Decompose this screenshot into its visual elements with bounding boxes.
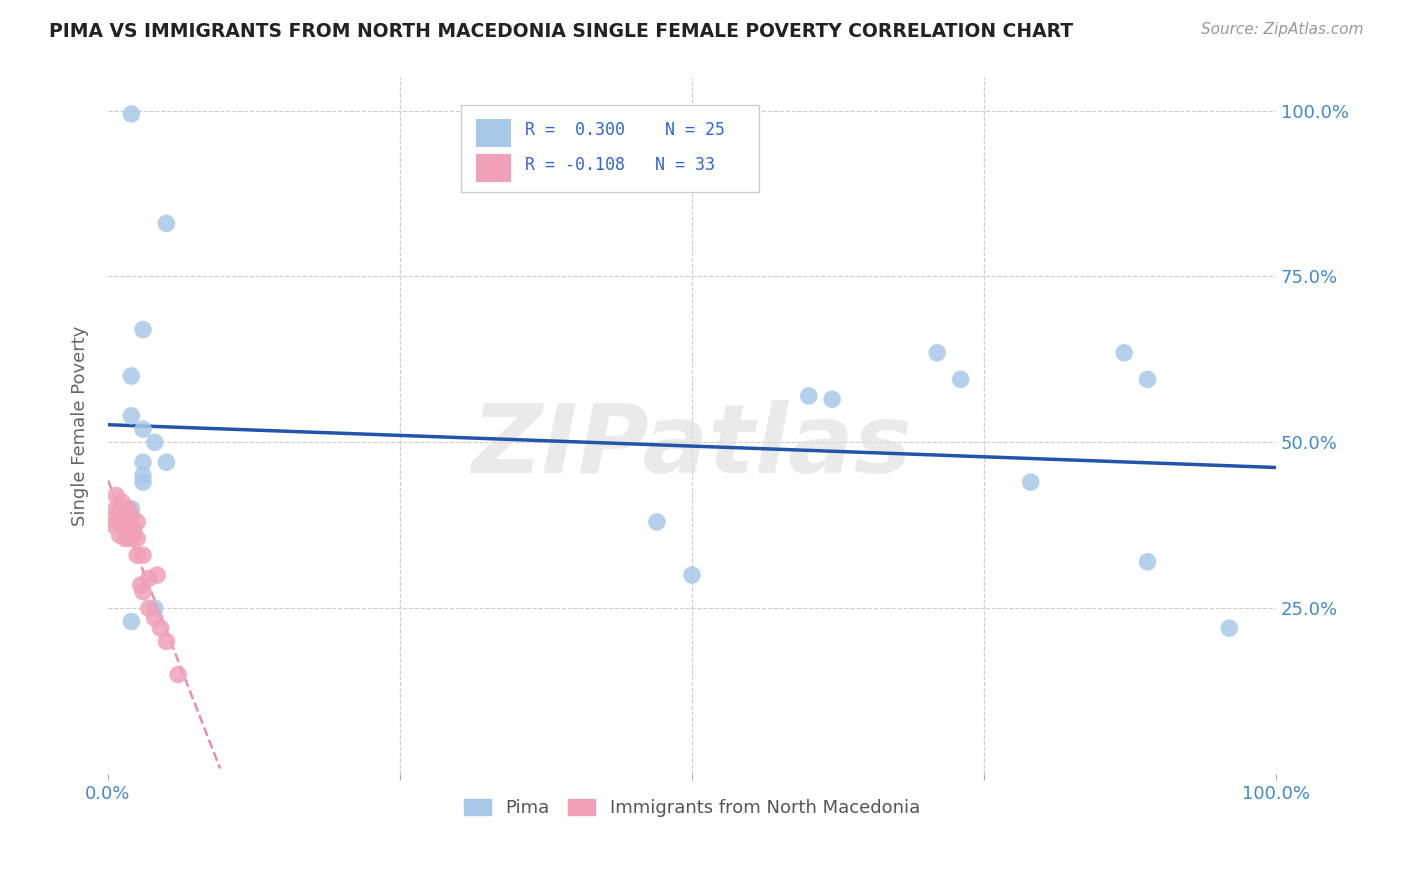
Point xyxy=(105,488,128,502)
Point xyxy=(103,511,125,525)
Point xyxy=(129,578,152,592)
Point xyxy=(132,475,155,490)
Point xyxy=(108,505,131,519)
Point xyxy=(797,389,820,403)
Point xyxy=(155,455,177,469)
Point xyxy=(149,621,172,635)
Point xyxy=(927,346,949,360)
Text: PIMA VS IMMIGRANTS FROM NORTH MACEDONIA SINGLE FEMALE POVERTY CORRELATION CHART: PIMA VS IMMIGRANTS FROM NORTH MACEDONIA … xyxy=(49,22,1073,41)
Point xyxy=(132,584,155,599)
Point xyxy=(132,422,155,436)
Point xyxy=(122,522,145,536)
Point xyxy=(114,532,136,546)
Point xyxy=(103,518,125,533)
Point xyxy=(645,515,668,529)
Point xyxy=(120,369,142,384)
Point xyxy=(167,667,190,681)
Point xyxy=(117,528,139,542)
Point xyxy=(1019,475,1042,490)
Point xyxy=(105,501,128,516)
Point xyxy=(111,515,134,529)
Point xyxy=(120,409,142,423)
Point xyxy=(132,468,155,483)
Point xyxy=(143,435,166,450)
FancyBboxPatch shape xyxy=(475,154,510,182)
Point xyxy=(143,601,166,615)
Point xyxy=(821,392,844,407)
Point xyxy=(1114,346,1136,360)
Point xyxy=(108,511,131,525)
Point xyxy=(120,615,142,629)
Point xyxy=(120,522,142,536)
Text: ZIPatlas: ZIPatlas xyxy=(471,401,912,493)
Point xyxy=(127,532,149,546)
Text: R =  0.300    N = 25: R = 0.300 N = 25 xyxy=(524,121,725,139)
Point xyxy=(138,571,160,585)
Point xyxy=(155,634,177,648)
Legend: Pima, Immigrants from North Macedonia: Pima, Immigrants from North Macedonia xyxy=(457,791,927,824)
FancyBboxPatch shape xyxy=(461,105,759,193)
Point xyxy=(1136,555,1159,569)
Point xyxy=(127,515,149,529)
Point xyxy=(117,518,139,533)
Point xyxy=(127,548,149,562)
Point xyxy=(143,611,166,625)
Point xyxy=(138,601,160,615)
Point xyxy=(132,455,155,469)
Point xyxy=(146,568,169,582)
Point xyxy=(132,548,155,562)
Point xyxy=(1218,621,1240,635)
Point xyxy=(1136,372,1159,386)
Point xyxy=(114,518,136,533)
FancyBboxPatch shape xyxy=(475,120,510,147)
Point xyxy=(120,107,142,121)
Point xyxy=(117,501,139,516)
Point xyxy=(155,216,177,230)
Point xyxy=(114,505,136,519)
Point xyxy=(681,568,703,582)
Point xyxy=(120,532,142,546)
Point xyxy=(132,322,155,336)
Text: Source: ZipAtlas.com: Source: ZipAtlas.com xyxy=(1201,22,1364,37)
Point xyxy=(111,495,134,509)
Text: R = -0.108   N = 33: R = -0.108 N = 33 xyxy=(524,156,716,174)
Point xyxy=(122,528,145,542)
Point xyxy=(949,372,972,386)
Y-axis label: Single Female Poverty: Single Female Poverty xyxy=(72,326,89,526)
Point xyxy=(120,501,142,516)
Point xyxy=(120,508,142,523)
Point xyxy=(108,528,131,542)
